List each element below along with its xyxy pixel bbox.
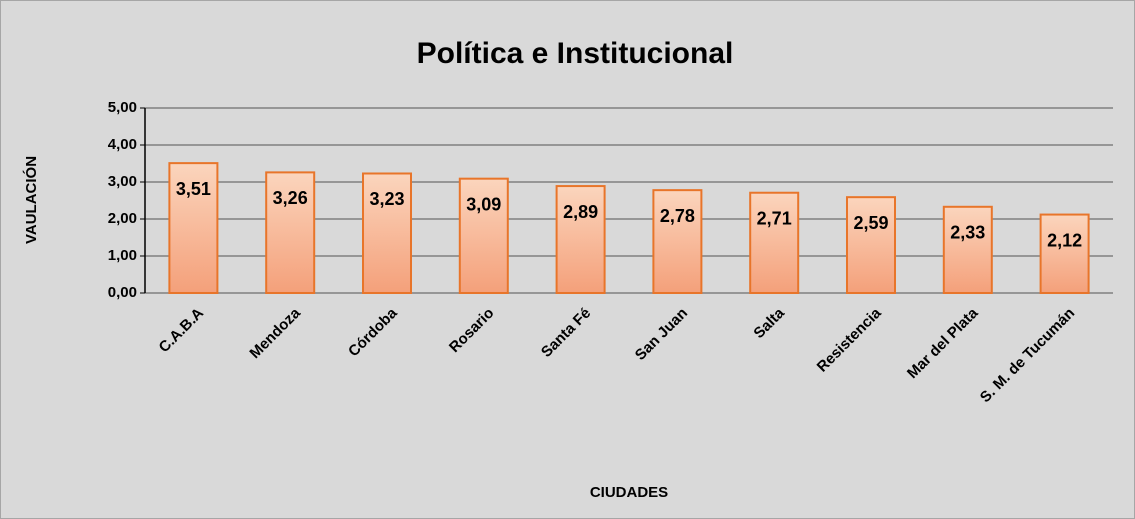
bar — [458, 177, 509, 294]
bar — [749, 191, 800, 294]
data-label: 3,51 — [176, 179, 211, 199]
y-tick-label: 0,00 — [108, 284, 137, 301]
y-tick-label: 5,00 — [108, 99, 137, 116]
data-label: 2,78 — [660, 206, 695, 226]
bar — [168, 162, 219, 294]
bar — [555, 185, 606, 295]
data-label: 2,71 — [757, 208, 792, 228]
x-axis-title: CIUDADES — [590, 484, 668, 501]
data-label: 2,59 — [853, 213, 888, 233]
data-label: 3,09 — [466, 194, 501, 214]
y-axis-title: VAULACIÓN — [22, 156, 40, 244]
bar — [652, 189, 703, 294]
data-label: 2,12 — [1047, 230, 1082, 250]
bar — [1039, 213, 1090, 294]
data-label: 3,23 — [369, 189, 404, 209]
bar — [265, 171, 316, 295]
data-label: 2,89 — [563, 202, 598, 222]
bar — [362, 172, 412, 295]
bar — [942, 205, 993, 294]
y-tick-label: 4,00 — [108, 136, 137, 153]
bar — [846, 196, 896, 294]
data-label: 2,33 — [950, 223, 985, 243]
chart-title: Política e Institucional — [417, 37, 734, 70]
data-label: 3,26 — [273, 188, 308, 208]
y-tick-label: 3,00 — [108, 173, 137, 190]
y-tick-label: 2,00 — [108, 210, 137, 227]
y-tick-label: 1,00 — [108, 247, 137, 264]
